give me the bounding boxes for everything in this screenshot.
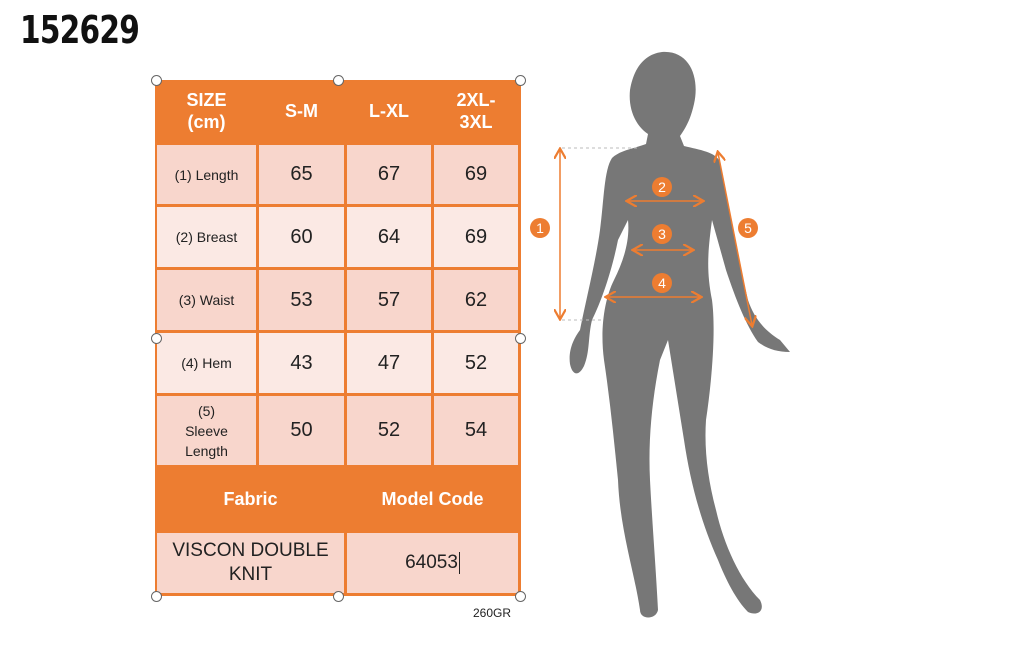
resize-handle[interactable] — [151, 591, 162, 602]
cell-value: 57 — [347, 270, 434, 333]
model-code-cell[interactable]: 64053 — [347, 533, 521, 596]
svg-text:2: 2 — [658, 179, 666, 195]
header-model-code: Model Code — [347, 468, 521, 533]
row-label: (5) Sleeve Length — [155, 396, 259, 468]
cell-value: 64 — [347, 207, 434, 270]
header-l-xl: L-XL — [347, 80, 434, 145]
resize-handle[interactable] — [151, 75, 162, 86]
table-header-row: SIZE (cm) S-M L-XL 2XL-3XL — [155, 80, 521, 145]
cell-value: 62 — [434, 270, 521, 333]
marker-5: 5 — [738, 218, 758, 238]
row-label: (2) Breast — [155, 207, 259, 270]
resize-handle[interactable] — [515, 75, 526, 86]
cell-value: 53 — [259, 270, 347, 333]
resize-handle[interactable] — [333, 591, 344, 602]
woman-silhouette — [569, 51, 790, 618]
cell-value: 50 — [259, 396, 347, 468]
cell-value: 54 — [434, 396, 521, 468]
sleeve-arrow — [718, 153, 752, 325]
svg-text:3: 3 — [658, 226, 666, 242]
svg-text:1: 1 — [536, 220, 544, 236]
marker-2: 2 — [652, 177, 672, 197]
marker-4: 4 — [652, 273, 672, 293]
text-cursor — [458, 552, 460, 574]
resize-handle[interactable] — [515, 591, 526, 602]
resize-handle[interactable] — [333, 75, 344, 86]
row-label: (3) Waist — [155, 270, 259, 333]
model-code-value[interactable]: 64053 — [405, 552, 458, 573]
table-row: (3) Waist 53 57 62 — [155, 270, 521, 333]
cell-value: 52 — [347, 396, 434, 468]
fabric-value: VISCON DOUBLE KNIT — [155, 533, 347, 596]
cell-value: 69 — [434, 145, 521, 207]
cell-value: 47 — [347, 333, 434, 396]
cell-value: 52 — [434, 333, 521, 396]
info-row: VISCON DOUBLE KNIT 64053 — [155, 533, 521, 596]
table-row: (5) Sleeve Length 50 52 54 — [155, 396, 521, 468]
row-label: (4) Hem — [155, 333, 259, 396]
header-size: SIZE (cm) — [155, 80, 259, 145]
cell-value: 69 — [434, 207, 521, 270]
cell-value: 43 — [259, 333, 347, 396]
marker-1: 1 — [530, 218, 550, 238]
table-row: (2) Breast 60 64 69 — [155, 207, 521, 270]
row-label: (1) Length — [155, 145, 259, 207]
cell-value: 65 — [259, 145, 347, 207]
header-2xl-3xl: 2XL-3XL — [434, 80, 521, 145]
weight-note: 260GR — [473, 606, 512, 620]
svg-text:5: 5 — [744, 220, 752, 236]
info-header-row: Fabric Model Code — [155, 468, 521, 533]
cell-value: 67 — [347, 145, 434, 207]
table-row: (4) Hem 43 47 52 — [155, 333, 521, 396]
resize-handle[interactable] — [151, 333, 162, 344]
svg-text:4: 4 — [658, 275, 666, 291]
product-code: 152629 — [20, 8, 140, 52]
resize-handle[interactable] — [515, 333, 526, 344]
table-row: (1) Length 65 67 69 — [155, 145, 521, 207]
cell-value: 60 — [259, 207, 347, 270]
header-fabric: Fabric — [155, 468, 347, 533]
size-chart-table[interactable]: SIZE (cm) S-M L-XL 2XL-3XL (1) Length 65… — [155, 80, 521, 596]
marker-3: 3 — [652, 224, 672, 244]
header-s-m: S-M — [259, 80, 347, 145]
